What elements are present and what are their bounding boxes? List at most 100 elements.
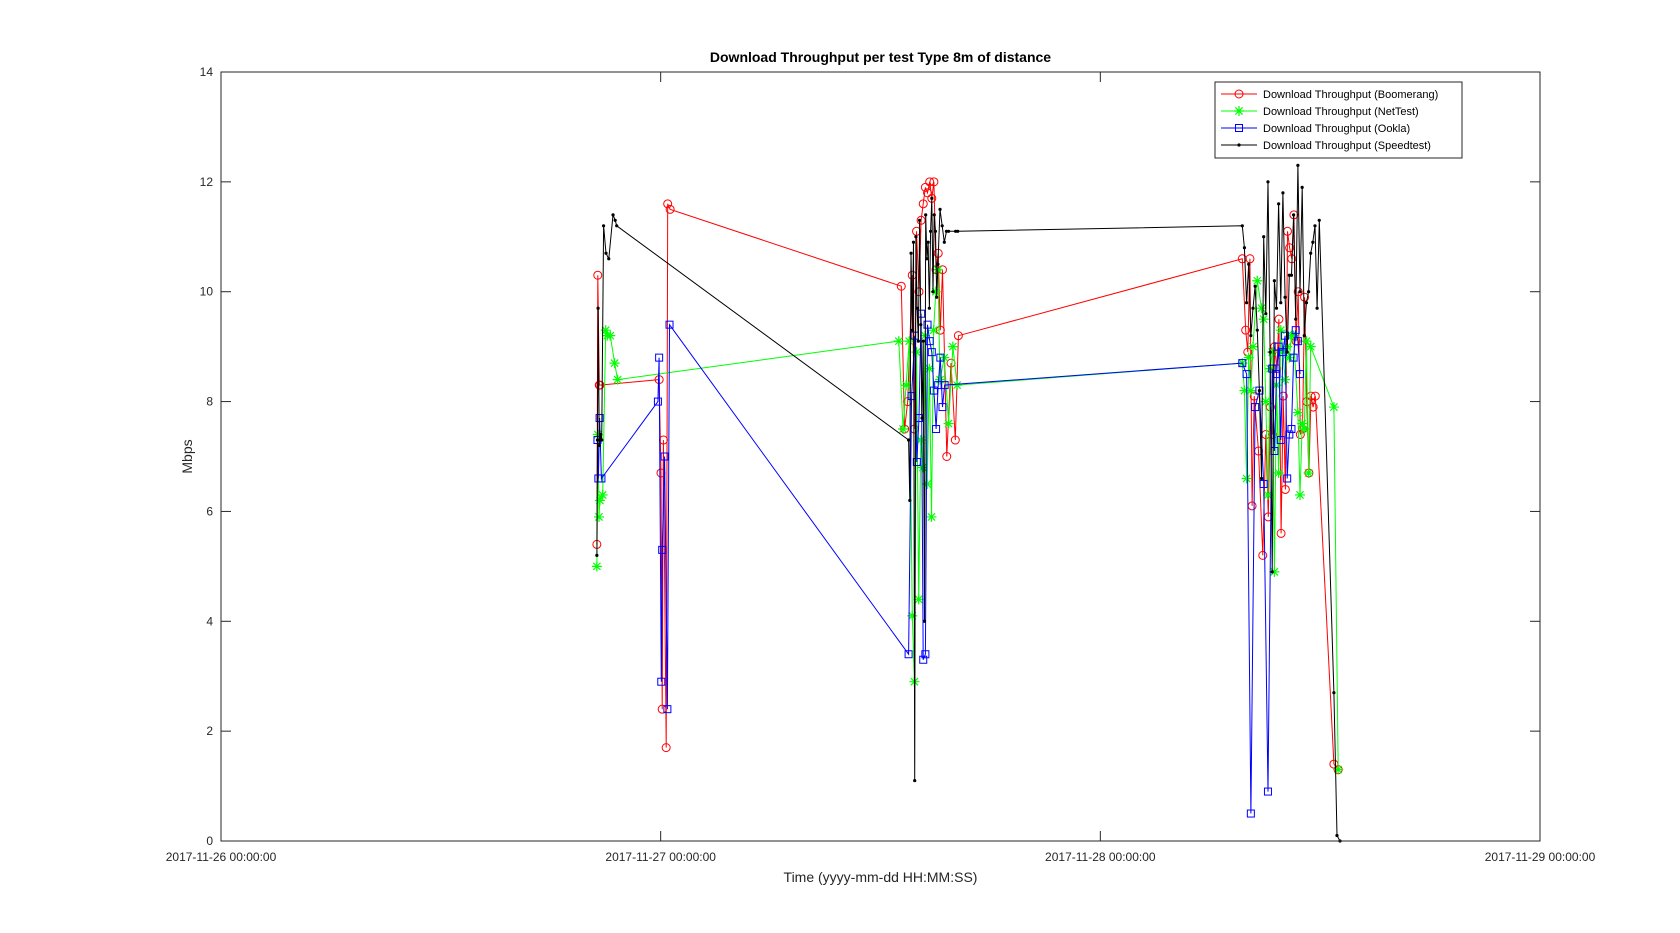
x-tick-label: 2017-11-27 00:00:00 (605, 850, 716, 864)
data-point (1262, 235, 1266, 239)
data-point (1281, 191, 1285, 195)
data-point (607, 257, 611, 261)
data-point (1328, 402, 1339, 413)
data-point (929, 177, 939, 187)
data-point (898, 424, 909, 435)
data-point (904, 650, 913, 659)
data-point (1294, 317, 1298, 321)
data-point (1272, 279, 1276, 283)
plot-area (221, 72, 1540, 841)
data-point (938, 403, 947, 412)
x-tick-label: 2017-11-29 00:00:00 (1485, 850, 1596, 864)
data-point (1296, 370, 1305, 379)
data-point (1243, 352, 1254, 363)
data-point (1285, 430, 1294, 439)
series-3 (595, 163, 1342, 843)
data-point (1311, 240, 1315, 244)
x-axis-label: Time (yyyy-mm-dd HH:MM:SS) (784, 869, 978, 885)
data-point (1296, 163, 1300, 167)
x-tick-label: 2017-11-28 00:00:00 (1045, 850, 1156, 864)
data-point (923, 188, 933, 198)
series-line (597, 313, 1301, 814)
data-point (933, 229, 938, 233)
series-line (596, 165, 1341, 842)
data-point (1274, 306, 1279, 310)
series-line (596, 181, 1339, 770)
data-point (1251, 306, 1255, 310)
data-point (956, 229, 960, 233)
data-point (936, 353, 945, 362)
data-point (932, 425, 941, 434)
data-point (1289, 273, 1294, 277)
data-point (1251, 403, 1260, 412)
data-point (1303, 467, 1314, 478)
legend-swatch-marker (1234, 89, 1244, 99)
data-point (928, 229, 933, 233)
data-point (653, 397, 662, 406)
data-point (1267, 347, 1278, 358)
data-point (609, 358, 620, 369)
data-point (604, 251, 608, 255)
data-point (1241, 473, 1252, 484)
data-point (914, 235, 918, 239)
legend-swatch-marker (1234, 106, 1244, 116)
data-point (943, 418, 954, 429)
data-point (1256, 303, 1267, 314)
data-point (920, 182, 930, 192)
y-tick-label: 8 (206, 395, 213, 409)
data-point (935, 295, 939, 299)
data-point (665, 204, 675, 214)
data-point (1249, 334, 1253, 338)
data-point (1283, 295, 1287, 299)
data-point (953, 331, 963, 341)
data-point (1275, 325, 1286, 336)
data-point (1313, 224, 1317, 228)
data-point (1244, 301, 1249, 305)
data-point (1280, 484, 1290, 494)
data-point (919, 323, 923, 327)
data-point (1300, 292, 1310, 302)
series-2 (593, 309, 1305, 818)
data-point (947, 341, 958, 352)
data-point (901, 380, 912, 391)
data-point (893, 336, 904, 347)
data-point (593, 511, 604, 522)
data-point (1304, 301, 1309, 305)
data-point (1284, 352, 1295, 363)
data-point (594, 495, 605, 506)
data-point (918, 199, 928, 209)
data-point (911, 347, 922, 358)
data-point (1291, 326, 1300, 335)
data-point (940, 224, 944, 228)
data-point (915, 306, 919, 310)
data-point (1297, 418, 1308, 429)
chart-title: Download Throughput per test Type 8m of … (710, 49, 1051, 65)
data-point (1287, 425, 1296, 434)
data-point (1258, 550, 1268, 560)
data-point (1293, 337, 1302, 346)
data-point (1270, 570, 1274, 574)
data-point (657, 677, 666, 686)
data-point (1238, 359, 1247, 368)
y-tick-label: 10 (200, 285, 214, 299)
data-point (1258, 314, 1269, 325)
data-point (1246, 809, 1255, 818)
data-point (595, 553, 599, 557)
data-point (952, 380, 963, 391)
data-point (927, 306, 931, 310)
data-point (1302, 397, 1312, 407)
data-point (907, 610, 918, 621)
y-tick-label: 2 (206, 724, 213, 738)
data-point (926, 511, 937, 522)
data-point (922, 478, 933, 489)
data-point (1273, 467, 1284, 478)
data-point (597, 474, 606, 483)
data-point (1276, 436, 1285, 445)
data-point (661, 743, 671, 753)
data-point (1308, 402, 1318, 412)
data-point (660, 452, 669, 461)
data-point (1242, 370, 1251, 379)
data-point (1288, 330, 1299, 341)
data-point (595, 414, 604, 423)
